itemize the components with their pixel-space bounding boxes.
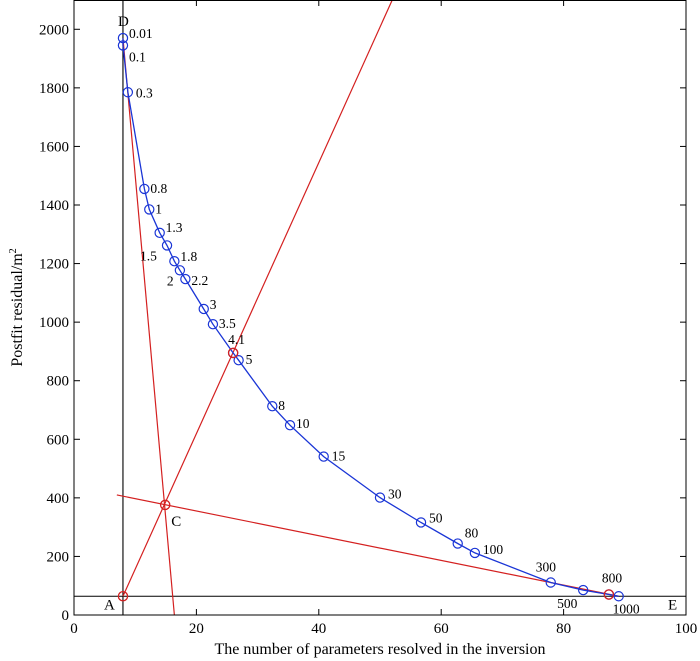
series-line [122,38,619,597]
red-construction-line [122,38,175,616]
data-curve [122,38,619,597]
data-point [154,227,165,239]
x-tick-label: 80 [556,621,571,637]
point-label: 10 [296,416,310,431]
point-label: 1 [155,201,162,216]
point-label: 0.01 [129,26,153,41]
data-point [139,183,150,195]
data-point [169,256,180,267]
data-point [284,420,296,431]
plot-frame [73,0,687,616]
data-point [161,240,173,251]
y-tick-label: 1800 [39,81,69,97]
point-label: 0.1 [129,49,146,64]
data-point [198,303,209,315]
intersection-markers [117,347,615,602]
point-labels: 0.01 0.1 0.3 0.8 1 1.3 1.5 1.8 2 2.233.54.15 8 10 15… [129,26,640,616]
y-tick-label: 0 [62,608,70,624]
point-label: 4.1 [228,332,245,347]
y-axis-title-superscript: 2 [8,248,19,253]
point-label: 3 [210,297,217,312]
intersection-point [117,591,129,602]
y-tick-label: 1600 [39,139,69,155]
data-point [117,40,129,51]
x-tick-label: 40 [311,621,326,637]
point-label: 1.3 [166,220,183,235]
red-construction-line [122,0,393,597]
data-point [469,547,481,559]
key-point-label: D [118,14,129,30]
data-point [117,32,129,44]
key-point-label: A [104,597,115,613]
point-label: 5 [246,352,253,367]
data-point [577,584,589,596]
data-point [207,318,219,330]
y-tick-label: 600 [47,432,70,448]
y-tick-label: 1400 [39,198,69,214]
y-axis-title-text: Postfit residual/m [9,253,26,367]
point-label: 30 [388,487,402,502]
point-label: 1.8 [180,249,197,264]
key-point-labels: D A C E [104,14,677,613]
axis-ticks: 0 20 40 60 80 1000200400600800100012001400160… [39,0,697,637]
y-tick-label: 2000 [39,22,69,38]
y-tick-label: 800 [47,374,70,390]
point-label: 2.2 [191,273,208,288]
y-tick-label: 1200 [39,257,69,273]
y-tick-label: 400 [47,491,70,507]
x-tick-label: 0 [70,621,78,637]
intersection-point [159,499,171,511]
point-label: 0.8 [150,181,167,196]
point-label: 80 [465,526,479,541]
point-label: 2 [167,273,174,288]
construction-lines [74,0,686,616]
x-tick-label: 100 [675,621,698,637]
y-tick-label: 1000 [39,315,69,331]
data-point [613,591,624,602]
point-label: 1.5 [140,248,157,263]
data-point [545,577,556,588]
point-label: 0.3 [136,85,153,100]
y-tick-label: 200 [47,549,70,565]
data-point [174,265,186,276]
point-label: 800 [602,571,623,586]
data-point [233,355,244,366]
data-point [374,492,386,503]
point-label: 100 [483,542,504,557]
point-label: 300 [536,559,557,574]
data-point [415,517,427,528]
data-point [318,451,329,462]
intersection-point [227,347,239,359]
data-point [122,87,134,98]
key-point-label: C [171,514,181,530]
data-point [180,273,191,285]
point-label: 8 [278,398,285,413]
data-point [452,538,463,549]
y-axis-title: Postfit residual/m2 [8,248,26,366]
point-label: 1000 [613,601,640,616]
data-point [144,204,155,215]
point-label: 15 [332,449,346,464]
x-axis-title: The number of parameters resolved in the… [215,641,546,658]
x-tick-label: 60 [434,621,449,637]
point-label: 500 [557,596,578,611]
data-markers [117,32,624,602]
key-point-label: E [668,597,677,613]
intersection-point [603,589,615,600]
red-construction-line [116,494,619,597]
x-tick-label: 20 [189,621,204,637]
point-label: 3.5 [219,316,236,331]
point-label: 50 [429,510,443,525]
data-point [267,400,278,412]
